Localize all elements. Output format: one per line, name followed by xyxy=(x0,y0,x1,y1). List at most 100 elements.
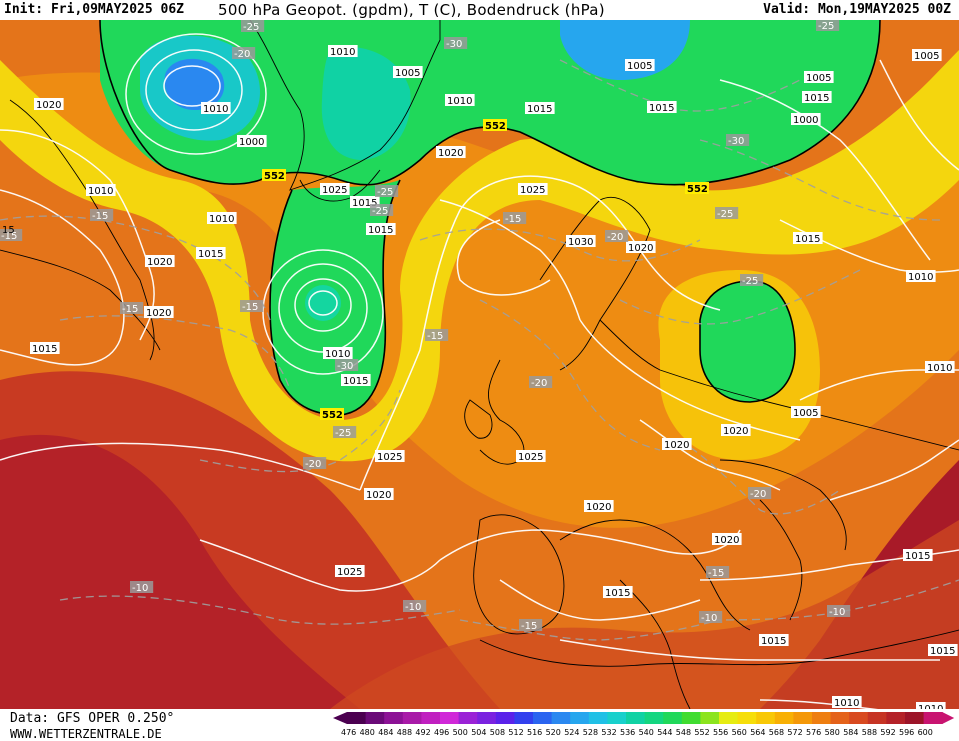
colorbar-swatch xyxy=(867,712,887,724)
colorbar-tick-label: 544 xyxy=(657,728,672,737)
temperature-label: -20 xyxy=(529,376,553,389)
colorbar-tick-label: 584 xyxy=(843,728,858,737)
valid-time: Valid: Mon,19MAY2025 00Z xyxy=(763,2,951,17)
temperature-label-text: -25 xyxy=(372,206,388,217)
pressure-label-box xyxy=(647,101,677,113)
colorbar-tick-label: 568 xyxy=(769,728,784,737)
pressure-label: 1010 xyxy=(201,102,231,115)
pressure-label: 1000 xyxy=(237,135,267,148)
temperature-label: -20 xyxy=(748,487,772,500)
pressure-label-text: 1010 xyxy=(447,96,472,107)
temperature-label-box xyxy=(519,619,543,631)
colorbar-swatch xyxy=(495,712,515,724)
colorbar: 476 480 484 488 492 496 500 504 508 512 516 520 524 5… xyxy=(333,712,955,737)
pressure-label: 1020 xyxy=(712,533,742,546)
contour-552-label: 552 xyxy=(685,182,709,195)
pressure-label-text: 1010 xyxy=(918,704,943,709)
temperature-label: -20 xyxy=(303,457,327,470)
pressure-label: 1010 xyxy=(832,696,862,709)
temperature-label-text: -25 xyxy=(377,187,393,198)
green-low-east xyxy=(700,281,795,402)
pressure-label-box xyxy=(916,702,946,709)
pressure-label: 1015 xyxy=(928,644,958,657)
pressure-label-box xyxy=(525,102,555,114)
temperature-label-box xyxy=(370,204,394,216)
temperature-label-text: -20 xyxy=(607,232,623,243)
pressure-label: 1015 xyxy=(341,374,371,387)
colorbar-tick-label: 512 xyxy=(508,728,523,737)
colorbar-arrow-left xyxy=(333,712,347,724)
contour-552-label-text: 552 xyxy=(485,121,506,132)
pressure-label-text: 1010 xyxy=(908,272,933,283)
data-source: Data: GFS OPER 0.250° xyxy=(10,711,175,726)
temperature-label-box xyxy=(503,212,527,224)
pressure-label: 1015 xyxy=(647,101,677,114)
temperature-label-text: -10 xyxy=(829,607,845,618)
pressure-label: 1010 xyxy=(328,45,358,58)
temperature-label-text: -25 xyxy=(717,209,733,220)
colorbar-tick-label: 480 xyxy=(360,728,375,737)
colorbar-swatch xyxy=(923,712,943,724)
colorbar-tick-label: 556 xyxy=(713,728,728,737)
contour-552-label-text: 552 xyxy=(687,184,708,195)
pressure-label: 1025 xyxy=(335,565,365,578)
pressure-label-box xyxy=(912,49,942,61)
weather-map[interactable]: 1010 1005 1010 1000 1005 1020 1010 1015 1005 1015… xyxy=(0,20,959,709)
website-link[interactable]: WWW.WETTERZENTRALE.DE xyxy=(10,727,162,741)
colorbar-swatch xyxy=(570,712,590,724)
colorbar-swatch xyxy=(774,712,794,724)
pressure-label-text: 1020 xyxy=(586,502,611,513)
pressure-label-box xyxy=(903,549,933,561)
temperature-label-box xyxy=(240,300,264,312)
pressure-label-box xyxy=(237,135,267,147)
temperature-label: -15 xyxy=(519,619,543,632)
colorbar-tick-label: 516 xyxy=(527,728,542,737)
pressure-label-box xyxy=(375,450,405,462)
pressure-label-text: 1015 xyxy=(605,588,630,599)
geopotential-yellow-band xyxy=(0,50,959,462)
colorbar-swatch xyxy=(347,712,367,724)
colorbar-tick-label: 496 xyxy=(434,728,449,737)
pressure-label-box xyxy=(625,59,655,71)
pressure-label-box xyxy=(335,565,365,577)
pressure-label: 1010 xyxy=(323,347,353,360)
pressure-label-box xyxy=(832,696,862,708)
colorbar-tick-label: 552 xyxy=(694,728,709,737)
pressure-label: 1010 xyxy=(445,94,475,107)
contour-552-label: 552 xyxy=(483,119,507,132)
temperature-label-box xyxy=(706,566,730,578)
temperature-label: -25 xyxy=(715,207,739,220)
pressure-label-text: 1010 xyxy=(834,698,859,709)
pressure-label-box xyxy=(759,634,789,646)
pressure-label-text: 1015 xyxy=(32,344,57,355)
temperature-label-text: -15 xyxy=(521,621,537,632)
pressure-label-box xyxy=(791,113,821,125)
temperature-label: -10 xyxy=(699,611,723,624)
colorbar-swatch xyxy=(440,712,460,724)
pressure-label-text: 1020 xyxy=(146,308,171,319)
contour-552-north xyxy=(99,20,881,186)
temperature-label-box xyxy=(120,302,144,314)
colorbar-tick-label: 532 xyxy=(601,728,616,737)
colorbar-arrow-right xyxy=(942,712,955,724)
temperature-label: -30 xyxy=(335,359,359,372)
contour-552-label-box xyxy=(685,182,709,194)
product-title: 500 hPa Geopot. (gpdm), T (C), Bodendruc… xyxy=(218,1,605,19)
pressure-label: 1005 xyxy=(625,59,655,72)
pressure-label-box xyxy=(518,183,548,195)
temperature-label: -20 xyxy=(605,230,629,243)
pressure-label-box xyxy=(791,406,821,418)
pressure-label-box xyxy=(366,223,396,235)
pressure-label-box xyxy=(30,342,60,354)
temperature-label-text: -25 xyxy=(818,21,834,32)
pressure-label-text: 1015 xyxy=(368,225,393,236)
pressure-label: 1020 xyxy=(364,488,394,501)
temperature-label-layer: -25 -20 -30 -25 -30 -25 -25 -15 -20 -25 -15 -15 -25 -… xyxy=(0,20,851,632)
pressure-label-text: 1010 xyxy=(325,349,350,360)
colorbar-swatch xyxy=(514,712,534,724)
pressure-label: 1010 xyxy=(925,361,955,374)
colorbar-swatch xyxy=(626,712,646,724)
colorbar-tick-label: 548 xyxy=(676,728,691,737)
temperature-label: -25 xyxy=(370,204,394,217)
pressure-label-text: 1005 xyxy=(914,51,939,62)
